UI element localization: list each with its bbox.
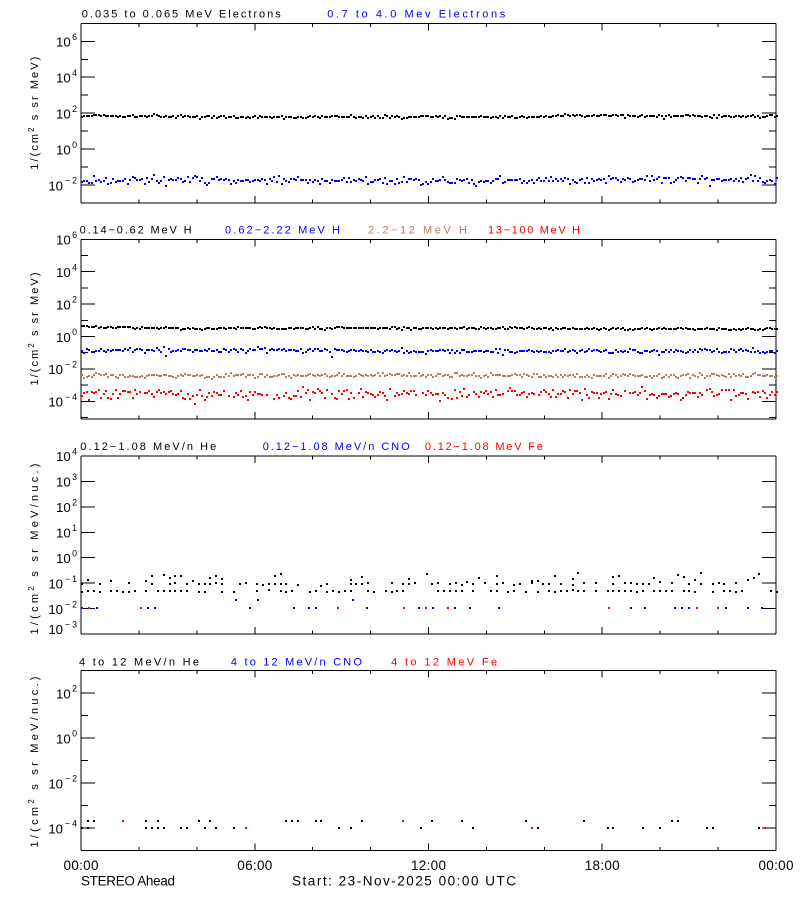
svg-text:10: 10 — [56, 449, 71, 464]
svg-text:2: 2 — [72, 497, 77, 507]
svg-text:4 to 12 MeV/n CNO: 4 to 12 MeV/n CNO — [231, 657, 362, 669]
svg-text:0.12−1.08 MeV/n He: 0.12−1.08 MeV/n He — [80, 441, 216, 453]
svg-text:10: 10 — [56, 686, 71, 701]
svg-text:10: 10 — [48, 776, 63, 791]
svg-text:0.12−1.08 MeV Fe: 0.12−1.08 MeV Fe — [425, 441, 543, 453]
svg-text:4: 4 — [72, 68, 77, 78]
svg-text:10: 10 — [56, 551, 71, 566]
svg-text:1: 1 — [72, 523, 77, 533]
svg-text:4 to 12 MeV Fe: 4 to 12 MeV Fe — [391, 657, 497, 669]
svg-text:10: 10 — [48, 395, 63, 410]
svg-text:STEREO Ahead: STEREO Ahead — [81, 874, 175, 889]
svg-text:6: 6 — [72, 32, 77, 42]
svg-text:00:00: 00:00 — [759, 858, 794, 873]
svg-text:4: 4 — [72, 447, 77, 457]
svg-text:10: 10 — [48, 577, 63, 592]
svg-text:4: 4 — [72, 262, 77, 272]
svg-text:3: 3 — [72, 472, 77, 482]
svg-text:10: 10 — [56, 143, 71, 158]
svg-text:4 to 12 MeV/n He: 4 to 12 MeV/n He — [79, 657, 199, 669]
svg-text:0.035 to 0.065 MeV Electrons: 0.035 to 0.065 MeV Electrons — [82, 9, 281, 21]
svg-text:10: 10 — [56, 731, 71, 746]
svg-text:10: 10 — [48, 602, 63, 617]
svg-text:10: 10 — [56, 71, 71, 86]
svg-text:10: 10 — [56, 475, 71, 490]
svg-text:10: 10 — [56, 297, 71, 312]
svg-text:10: 10 — [56, 526, 71, 541]
svg-text:18:00: 18:00 — [585, 858, 620, 873]
svg-text:0.14−0.62 MeV H: 0.14−0.62 MeV H — [80, 225, 192, 237]
svg-text:10: 10 — [56, 35, 71, 50]
svg-text:10: 10 — [56, 233, 71, 248]
svg-text:10: 10 — [56, 107, 71, 122]
svg-text:0.12−1.08 MeV/n CNO: 0.12−1.08 MeV/n CNO — [263, 441, 410, 453]
svg-text:6: 6 — [72, 230, 77, 240]
svg-text:0: 0 — [72, 140, 77, 150]
svg-text:2: 2 — [72, 104, 77, 114]
svg-text:Start: 23-Nov-2025 00:00 UTC: Start: 23-Nov-2025 00:00 UTC — [292, 874, 516, 889]
svg-text:2: 2 — [72, 295, 77, 305]
svg-text:2: 2 — [72, 684, 77, 694]
svg-text:10: 10 — [48, 821, 63, 836]
svg-text:0: 0 — [72, 327, 77, 337]
svg-text:1/(cm2 s sr MeV): 1/(cm2 s sr MeV) — [27, 273, 41, 386]
svg-text:10: 10 — [56, 330, 71, 345]
svg-text:10: 10 — [48, 178, 63, 193]
svg-text:0.62−2.22 MeV H: 0.62−2.22 MeV H — [225, 225, 340, 237]
svg-text:10: 10 — [56, 500, 71, 515]
svg-text:10: 10 — [48, 362, 63, 377]
svg-text:1/(cm2 s sr MeV): 1/(cm2 s sr MeV) — [27, 57, 41, 170]
svg-text:06:00: 06:00 — [237, 858, 272, 873]
svg-text:12:00: 12:00 — [411, 858, 446, 873]
svg-text:0: 0 — [72, 548, 77, 558]
svg-text:10: 10 — [56, 265, 71, 280]
svg-text:0: 0 — [72, 729, 77, 739]
svg-text:10: 10 — [48, 622, 63, 637]
svg-text:00:00: 00:00 — [64, 858, 99, 873]
